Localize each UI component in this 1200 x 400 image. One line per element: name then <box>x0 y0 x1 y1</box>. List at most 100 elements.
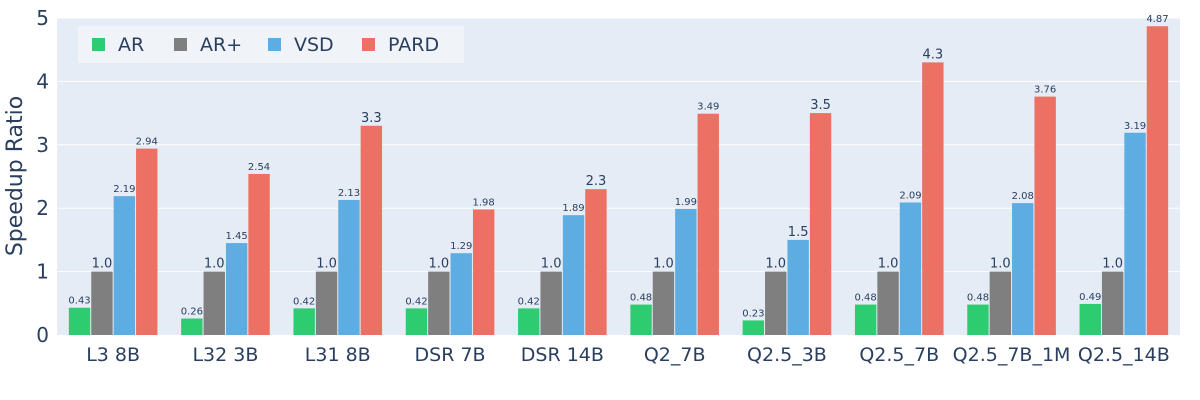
data-label: 0.48 <box>630 293 652 304</box>
bar-ar-9[interactable] <box>1079 303 1101 335</box>
bar-ar-plus-3[interactable] <box>428 271 450 335</box>
bar-ar-6[interactable] <box>742 320 765 335</box>
data-label: 1.0 <box>429 257 450 272</box>
bar-vsd-3[interactable] <box>450 253 472 335</box>
bar-ar-plus-7[interactable] <box>877 271 899 335</box>
bar-ar-plus-9[interactable] <box>1101 271 1124 335</box>
bar-ar-7[interactable] <box>854 304 877 335</box>
data-label: 1.0 <box>653 257 674 272</box>
bar-ar-3[interactable] <box>405 308 428 335</box>
bar-pard-2[interactable] <box>360 125 383 335</box>
data-label: 0.23 <box>742 308 764 319</box>
bar-pard-1[interactable] <box>248 173 270 335</box>
data-label: 3.76 <box>1034 85 1056 96</box>
bar-vsd-8[interactable] <box>1012 203 1034 335</box>
data-label: 1.0 <box>765 257 786 272</box>
bar-ar-4[interactable] <box>518 308 540 335</box>
y-tick-label: 5 <box>36 6 49 30</box>
bar-pard-8[interactable] <box>1034 96 1056 335</box>
bar-vsd-7[interactable] <box>899 202 922 335</box>
data-label: 0.49 <box>1079 292 1101 303</box>
bars-group <box>68 26 1169 335</box>
x-tick-label: DSR 14B <box>521 344 604 366</box>
data-labels-group: 0.43 1.0 2.19 2.94 0.26 1.0 1.45 2.54 0.42 1.0 2.1… <box>68 14 1168 319</box>
legend-swatch <box>174 38 187 51</box>
bar-ar-plus-5[interactable] <box>652 271 675 335</box>
bar-ar-plus-2[interactable] <box>315 271 338 335</box>
x-tick-label: Q2_7B <box>644 344 706 366</box>
bar-ar-plus-6[interactable] <box>765 271 787 335</box>
data-label: 0.43 <box>68 296 90 307</box>
data-label: 1.5 <box>788 225 809 240</box>
bar-pard-6[interactable] <box>809 113 832 335</box>
data-label: 0.42 <box>293 296 315 307</box>
x-tick-label: Q2.5_7B_1M <box>953 344 1071 366</box>
bar-vsd-6[interactable] <box>787 239 809 335</box>
x-axis-ticks: L3 8B L32 3B L31 8B DSR 7B DSR 14B Q2_7B Q2.5_… <box>86 344 1170 366</box>
data-label: 2.94 <box>136 137 158 148</box>
data-label: 1.0 <box>204 257 225 272</box>
bar-vsd-1[interactable] <box>225 243 248 335</box>
data-label: 0.48 <box>855 293 877 304</box>
data-label: 1.0 <box>878 257 899 272</box>
data-label: 4.87 <box>1146 14 1168 25</box>
y-axis-title: Speedup Ratio <box>3 96 28 256</box>
bar-pard-5[interactable] <box>697 113 719 335</box>
legend[interactable]: AR AR+ VSD PARD <box>78 26 464 63</box>
data-label: 3.5 <box>810 98 831 113</box>
bar-ar-1[interactable] <box>181 318 203 335</box>
plot-area <box>57 18 1180 335</box>
data-label: 0.26 <box>181 307 203 318</box>
bar-ar-plus-0[interactable] <box>91 271 113 335</box>
bar-ar-8[interactable] <box>967 304 989 335</box>
legend-item-vsd[interactable]: VSD <box>268 34 334 56</box>
bar-vsd-2[interactable] <box>338 199 360 335</box>
x-tick-label: L31 8B <box>305 344 371 366</box>
bar-vsd-0[interactable] <box>113 196 136 335</box>
data-label: 2.13 <box>338 188 360 199</box>
bar-ar-plus-1[interactable] <box>203 271 225 335</box>
x-tick-label: L32 3B <box>192 344 258 366</box>
x-tick-label: Q2.5_7B <box>859 344 939 366</box>
legend-item-pard[interactable]: PARD <box>362 34 439 56</box>
data-label: 0.42 <box>405 296 427 307</box>
bar-ar-5[interactable] <box>630 304 652 335</box>
data-label: 3.3 <box>361 111 382 126</box>
bar-ar-0[interactable] <box>68 307 91 335</box>
legend-item-ar[interactable]: AR <box>92 34 144 56</box>
legend-swatch <box>92 38 105 51</box>
bar-pard-3[interactable] <box>472 209 495 335</box>
y-axis-ticks: 0 1 2 3 4 5 <box>36 6 49 347</box>
data-label: 2.3 <box>586 174 607 189</box>
x-tick-label: L3 8B <box>86 344 140 366</box>
x-tick-label: Q2.5_3B <box>747 344 827 366</box>
legend-label: PARD <box>388 34 439 56</box>
data-label: 2.08 <box>1012 191 1034 202</box>
data-label: 0.42 <box>518 296 540 307</box>
bar-pard-4[interactable] <box>585 189 607 335</box>
data-label: 2.19 <box>113 184 135 195</box>
data-label: 1.99 <box>675 197 697 208</box>
bar-pard-9[interactable] <box>1146 26 1169 335</box>
bar-vsd-4[interactable] <box>562 215 585 335</box>
data-label: 3.19 <box>1124 121 1146 132</box>
data-label: 1.0 <box>541 257 562 272</box>
data-label: 1.0 <box>990 257 1011 272</box>
bar-pard-0[interactable] <box>136 148 158 335</box>
legend-swatch <box>362 38 375 51</box>
bar-ar-plus-8[interactable] <box>989 271 1012 335</box>
legend-label: AR+ <box>200 34 242 56</box>
data-label: 1.0 <box>92 257 113 272</box>
legend-swatch <box>268 38 281 51</box>
x-tick-label: DSR 7B <box>415 344 486 366</box>
bar-vsd-9[interactable] <box>1124 132 1146 335</box>
legend-item-ar-plus[interactable]: AR+ <box>174 34 242 56</box>
data-label: 1.98 <box>473 197 495 208</box>
bar-vsd-5[interactable] <box>675 208 697 335</box>
bar-ar-plus-4[interactable] <box>540 271 562 335</box>
legend-label: VSD <box>294 34 334 56</box>
bar-ar-2[interactable] <box>293 308 315 335</box>
data-label: 2.54 <box>248 162 270 173</box>
bar-pard-7[interactable] <box>922 62 944 335</box>
